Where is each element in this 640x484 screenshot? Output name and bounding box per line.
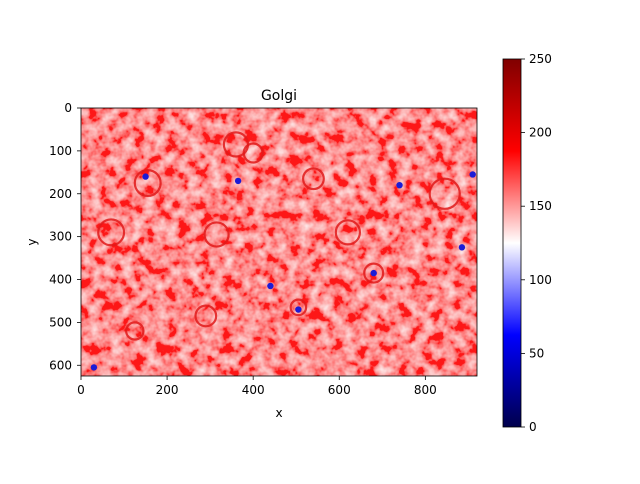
low-intensity-spot (469, 171, 476, 178)
x-axis-label: x (275, 406, 282, 420)
low-intensity-spot (142, 173, 149, 180)
low-intensity-spot (458, 244, 466, 251)
cell-rim (334, 219, 362, 246)
cell-rim (133, 169, 162, 198)
y-tick-label: 200 (49, 187, 72, 201)
cell-rim (363, 262, 385, 284)
cell-rim (428, 177, 461, 210)
x-tick-label: 600 (328, 383, 351, 397)
plot-frame (80, 107, 478, 377)
colorbar-tick-label: 250 (529, 52, 552, 66)
cell-rim (242, 142, 264, 164)
y-axis-label: y (25, 238, 39, 245)
cell-rim (289, 298, 308, 317)
y-tick-label: 600 (49, 358, 72, 372)
x-tick-label: 200 (156, 383, 179, 397)
colorbar-tick-label: 150 (529, 199, 552, 213)
low-intensity-spot (370, 269, 377, 277)
low-intensity-spot (396, 181, 403, 189)
y-tick-label: 500 (49, 315, 72, 329)
low-intensity-spot (234, 177, 242, 185)
cell-rim (125, 321, 145, 341)
chart-title: Golgi (261, 88, 297, 104)
colorbar-tick-label: 200 (529, 126, 552, 140)
y-tick-label: 300 (49, 230, 72, 244)
y-tick-label: 0 (64, 101, 72, 115)
colorbar (502, 58, 522, 428)
low-intensity-spot (90, 364, 98, 371)
x-tick-label: 400 (242, 383, 265, 397)
low-intensity-spot (295, 306, 302, 313)
y-tick-label: 400 (49, 273, 72, 287)
cell-rim (194, 304, 218, 328)
colorbar-tick-label: 100 (529, 273, 552, 287)
low-intensity-spot (267, 282, 274, 290)
heatmap-image (81, 108, 477, 376)
cell-rim (203, 221, 230, 248)
cell-rim (97, 218, 126, 247)
x-tick-label: 800 (414, 383, 437, 397)
x-tick-label: 0 (77, 383, 85, 397)
colorbar-tick-label: 50 (529, 346, 544, 360)
cell-rim (302, 167, 325, 191)
y-tick-label: 100 (49, 144, 72, 158)
colorbar-tick-label: 0 (529, 420, 537, 434)
